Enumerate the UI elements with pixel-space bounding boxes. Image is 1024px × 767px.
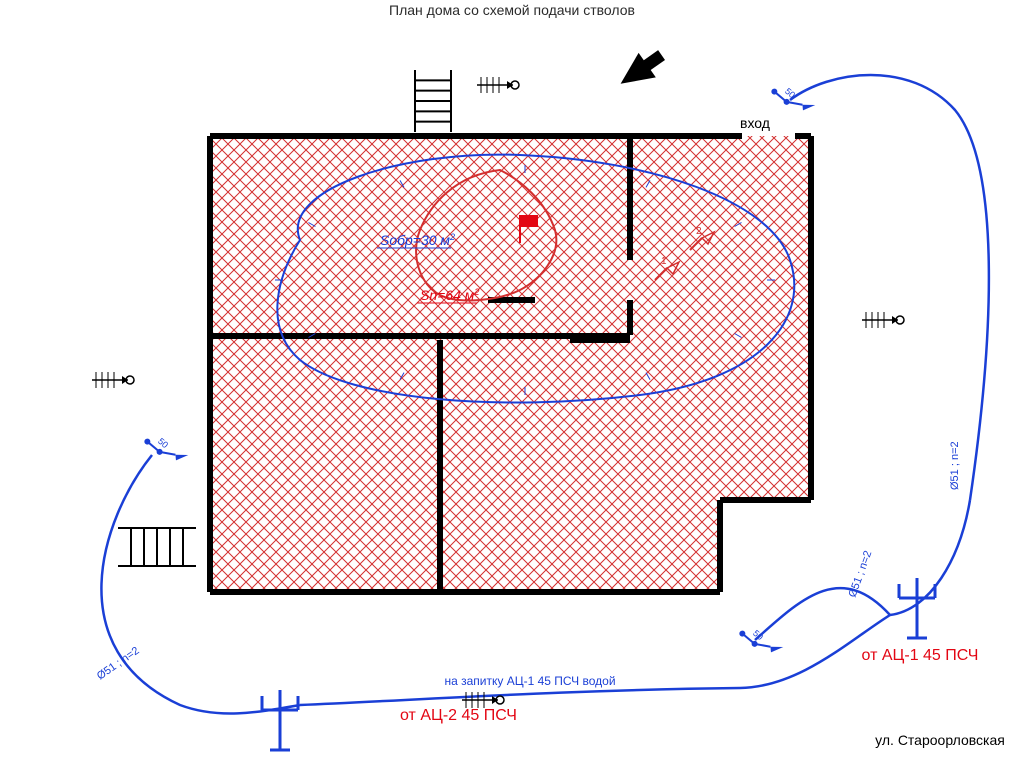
wind-right-icon (862, 312, 904, 328)
s-n-label: Sn=64 м2 (417, 287, 479, 303)
svg-text:2: 2 (696, 226, 702, 237)
hydrant-left-icon (262, 690, 298, 750)
diagram-title: План дома со схемой подачи стволов (389, 2, 635, 18)
entrance-label: вход (740, 115, 770, 131)
hose_diam_right1-label: Ø51 ; n=2 (949, 441, 961, 490)
hose-right-upper (790, 75, 989, 500)
nozzle-length-label: 50 (783, 86, 797, 100)
street-label: ул. Староорловская (875, 732, 1005, 748)
hose_note-label: на запитку АЦ-1 45 ПСЧ водой (444, 674, 615, 688)
ladder-left-icon (118, 528, 196, 566)
wind-left-icon (92, 372, 134, 388)
wind-top-icon (477, 77, 519, 93)
svg-text:1: 1 (661, 256, 667, 267)
nozzle-length-label: 50 (156, 436, 170, 450)
fire-flag-icon (520, 215, 538, 227)
ladder-top-icon (415, 70, 451, 132)
s-obr-label: Sобр=30 м2 (377, 232, 455, 248)
nozzle-mid-left-icon: 50 (143, 427, 188, 469)
hose_diam_right2-label: Ø51 ; n=2 (847, 549, 875, 599)
hydrant-right-icon (899, 578, 935, 638)
nozzle-bottom-right-icon: 50 (738, 619, 783, 661)
source1-label: от АЦ-1 45 ПСЧ (862, 647, 979, 664)
source2-label: от АЦ-2 45 ПСЧ (400, 707, 517, 724)
svg-text:Sобр=30 м2: Sобр=30 м2 (380, 232, 455, 248)
hose-right-to-nozzle (755, 588, 890, 640)
nozzle-length-label: 50 (751, 628, 765, 642)
svg-text:Sn=64 м2: Sn=64 м2 (420, 287, 479, 303)
hose-bottom (300, 615, 890, 705)
entrance-arrow-icon (612, 43, 670, 96)
